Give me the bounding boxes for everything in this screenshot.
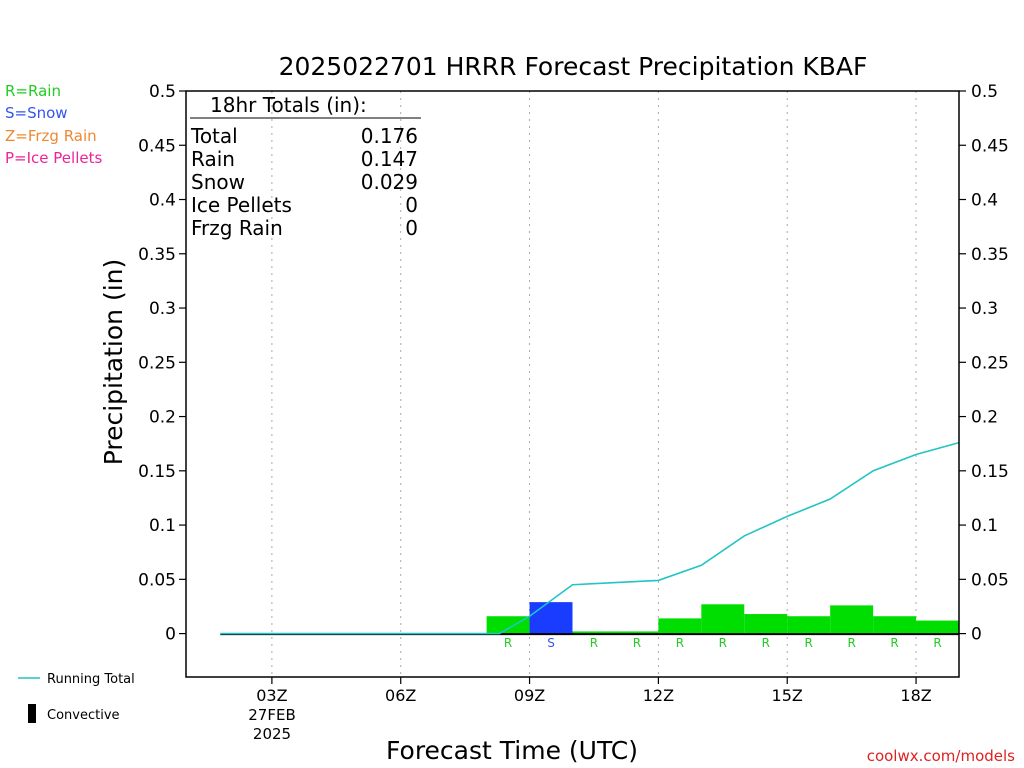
totals-row-label-2: Snow — [191, 170, 245, 194]
precip-type-label-9: R — [590, 636, 598, 650]
x-tick-label-3: 12Z — [643, 686, 674, 705]
precip-bar-12 — [701, 604, 745, 634]
x-tick-label-2: 09Z — [514, 686, 545, 705]
y-axis-label: Precipitation (in) — [99, 259, 128, 466]
x-tick-label-4: 15Z — [772, 686, 803, 705]
y-tick-label-left-4: 0.2 — [149, 408, 176, 428]
date-label-day: 27FEB — [248, 706, 295, 724]
bottom-legend: Running Total Convective — [18, 672, 135, 723]
totals-row-label-1: Rain — [191, 147, 235, 171]
type-legend: R=Rain S=Snow Z=Frzg Rain P=Ice Pellets — [5, 82, 102, 167]
precip-type-label-12: R — [719, 636, 727, 650]
legend-rain: R=Rain — [5, 82, 61, 100]
precip-type-label-15: R — [847, 636, 855, 650]
date-label-year: 2025 — [253, 725, 291, 743]
y-tick-label-left-3: 0.15 — [138, 462, 176, 482]
precip-bar-13 — [744, 614, 788, 634]
precip-type-label-7: R — [504, 636, 512, 650]
y-tick-label-left-0: 0 — [165, 625, 176, 645]
y-tick-label-right-9: 0.45 — [971, 136, 1009, 156]
precip-type-label-16: R — [890, 636, 898, 650]
y-tick-label-right-2: 0.1 — [971, 516, 998, 536]
precip-type-label-11: R — [676, 636, 684, 650]
x-tick-label-5: 18Z — [900, 686, 931, 705]
running-total-line — [220, 441, 960, 635]
precip-bar-14 — [787, 616, 831, 634]
y-tick-label-left-6: 0.3 — [149, 299, 176, 319]
y-tick-label-right-8: 0.4 — [971, 191, 998, 211]
x-tick-label-1: 06Z — [385, 686, 416, 705]
totals-heading: 18hr Totals (in): — [210, 93, 367, 117]
y-tick-label-left-7: 0.35 — [138, 245, 176, 265]
legend-frzg-rain: Z=Frzg Rain — [5, 127, 97, 145]
precip-type-label-13: R — [762, 636, 770, 650]
x-tick-label-0: 03Z — [256, 686, 287, 705]
x-axis-label: Forecast Time (UTC) — [386, 736, 638, 765]
y-tick-label-left-1: 0.05 — [138, 570, 176, 590]
y-tick-label-right-7: 0.35 — [971, 245, 1009, 265]
y-tick-label-right-5: 0.25 — [971, 353, 1009, 373]
convective-legend-swatch — [28, 704, 36, 723]
running-total-legend-label: Running Total — [47, 672, 135, 687]
totals-row-label-3: Ice Pellets — [191, 193, 292, 217]
precip-bar-17 — [916, 620, 959, 634]
x-axis-ticks: 03Z 06Z 09Z 12Z 15Z 18Z — [256, 677, 932, 705]
legend-ice-pellets: P=Ice Pellets — [5, 149, 102, 167]
precip-bar-11 — [658, 618, 702, 634]
totals-box: 18hr Totals (in): Total 0.176 Rain 0.147 Sno… — [190, 93, 421, 240]
precip-bars — [486, 602, 959, 634]
chart-title: 2025022701 HRRR Forecast Precipitation K… — [279, 52, 868, 81]
y-tick-label-left-2: 0.1 — [149, 516, 176, 536]
y-tick-label-left-10: 0.5 — [149, 82, 176, 102]
totals-row-value-2: 0.029 — [361, 170, 418, 194]
y-tick-label-left-8: 0.4 — [149, 191, 176, 211]
totals-row-label-0: Total — [190, 124, 238, 148]
precip-bar-8 — [529, 602, 573, 634]
precip-bar-16 — [873, 616, 917, 634]
precip-bar-10 — [615, 631, 659, 634]
totals-row-label-4: Frzg Rain — [191, 216, 283, 240]
precip-type-label-8: S — [547, 636, 555, 650]
totals-row-value-4: 0 — [405, 216, 418, 240]
credit-label: coolwx.com/models — [867, 747, 1015, 765]
running-total-polyline — [220, 441, 960, 635]
convective-legend-label: Convective — [47, 708, 120, 723]
totals-row-value-1: 0.147 — [361, 147, 418, 171]
y-axis-ticks: 0 00.05 0.050.1 0.10.15 0.150.2 0.20.25 0.250.… — [138, 82, 1009, 645]
y-tick-label-right-10: 0.5 — [971, 82, 998, 102]
y-tick-label-left-9: 0.45 — [138, 136, 176, 156]
precip-bar-7 — [486, 616, 530, 634]
y-tick-label-right-4: 0.2 — [971, 408, 998, 428]
precip-bar-9 — [572, 631, 616, 634]
legend-snow: S=Snow — [5, 104, 68, 122]
y-tick-label-left-5: 0.25 — [138, 353, 176, 373]
precip-type-label-10: R — [633, 636, 641, 650]
precip-type-label-17: R — [933, 636, 941, 650]
plot-frame — [185, 90, 960, 678]
y-tick-label-right-3: 0.15 — [971, 462, 1009, 482]
totals-row-value-0: 0.176 — [361, 124, 418, 148]
totals-row-value-3: 0 — [405, 193, 418, 217]
y-tick-label-right-1: 0.05 — [971, 570, 1009, 590]
y-tick-label-right-6: 0.3 — [971, 299, 998, 319]
precip-bar-15 — [830, 605, 874, 634]
precip-type-label-14: R — [805, 636, 813, 650]
y-tick-label-right-0: 0 — [971, 625, 982, 645]
